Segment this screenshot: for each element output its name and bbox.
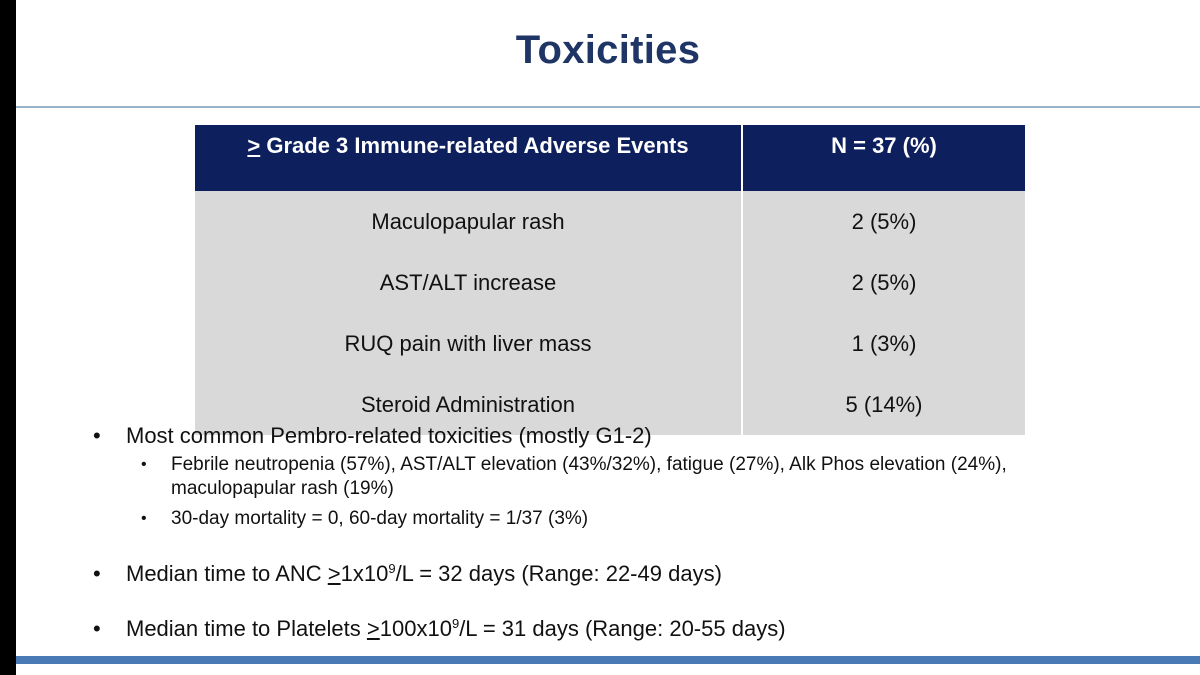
adverse-events-table: > Grade 3 Immune-related Adverse Events … [195, 125, 1025, 435]
bullet-text-mid: 1x10 [340, 561, 389, 586]
bullet-text-post: /L = 32 days (Range: 22-49 days) [395, 561, 722, 586]
event-cell: AST/ALT increase [195, 252, 743, 313]
sub-bullet-item: • 30-day mortality = 0, 60-day mortality… [141, 507, 1091, 531]
slide: Toxicities > Grade 3 Immune-related Adve… [16, 0, 1200, 675]
bullet-item: • Median time to ANC >1x109/L = 32 days … [93, 561, 722, 587]
bullet-dot: • [93, 423, 101, 448]
event-cell: Maculopapular rash [195, 191, 743, 252]
bottom-accent-bar [16, 656, 1200, 664]
table-row: RUQ pain with liver mass 1 (3%) [195, 313, 1025, 374]
table-row: Maculopapular rash 2 (5%) [195, 191, 1025, 252]
header-events-label: Grade 3 Immune-related Adverse Events [260, 133, 689, 158]
event-cell: RUQ pain with liver mass [195, 313, 743, 374]
bullet-text-pre: Median time to Platelets [126, 616, 367, 641]
table-header-row: > Grade 3 Immune-related Adverse Events … [195, 125, 1025, 191]
title-divider [16, 106, 1200, 108]
table-row: Steroid Administration 5 (14%) [195, 374, 1025, 435]
table-row: AST/ALT increase 2 (5%) [195, 252, 1025, 313]
count-cell: 5 (14%) [742, 374, 1025, 435]
sub-bullet-text: 30-day mortality = 0, 60-day mortality =… [171, 508, 589, 529]
event-cell: Steroid Administration [195, 374, 743, 435]
ge-symbol: > [366, 616, 380, 641]
sub-bullet-text: Febrile neutropenia (57%), AST/ALT eleva… [171, 454, 1007, 499]
sub-bullet-item: • Febrile neutropenia (57%), AST/ALT ele… [141, 453, 1091, 501]
ge-symbol: > [247, 133, 261, 158]
bullet-text-mid: 100x10 [379, 616, 452, 641]
bullet-dot: • [141, 456, 147, 473]
bullet-text-pre: Median time to ANC [126, 561, 328, 586]
bullet-item: • Median time to Platelets >100x109/L = … [93, 616, 786, 642]
bullet-text: Most common Pembro-related toxicities (m… [126, 423, 652, 448]
header-events: > Grade 3 Immune-related Adverse Events [195, 125, 743, 191]
bullet-dot: • [93, 561, 101, 586]
count-cell: 1 (3%) [742, 313, 1025, 374]
bullet-item: • Most common Pembro-related toxicities … [93, 423, 652, 449]
bullet-dot: • [141, 510, 147, 527]
count-cell: 2 (5%) [742, 191, 1025, 252]
count-cell: 2 (5%) [742, 252, 1025, 313]
slide-title: Toxicities [515, 28, 701, 72]
exponent: 9 [451, 616, 460, 631]
exponent: 9 [388, 561, 396, 576]
bullet-text-post: /L = 31 days (Range: 20-55 days) [459, 616, 786, 641]
header-count: N = 37 (%) [742, 125, 1025, 191]
ge-symbol: > [327, 561, 341, 586]
bullet-dot: • [93, 616, 101, 641]
